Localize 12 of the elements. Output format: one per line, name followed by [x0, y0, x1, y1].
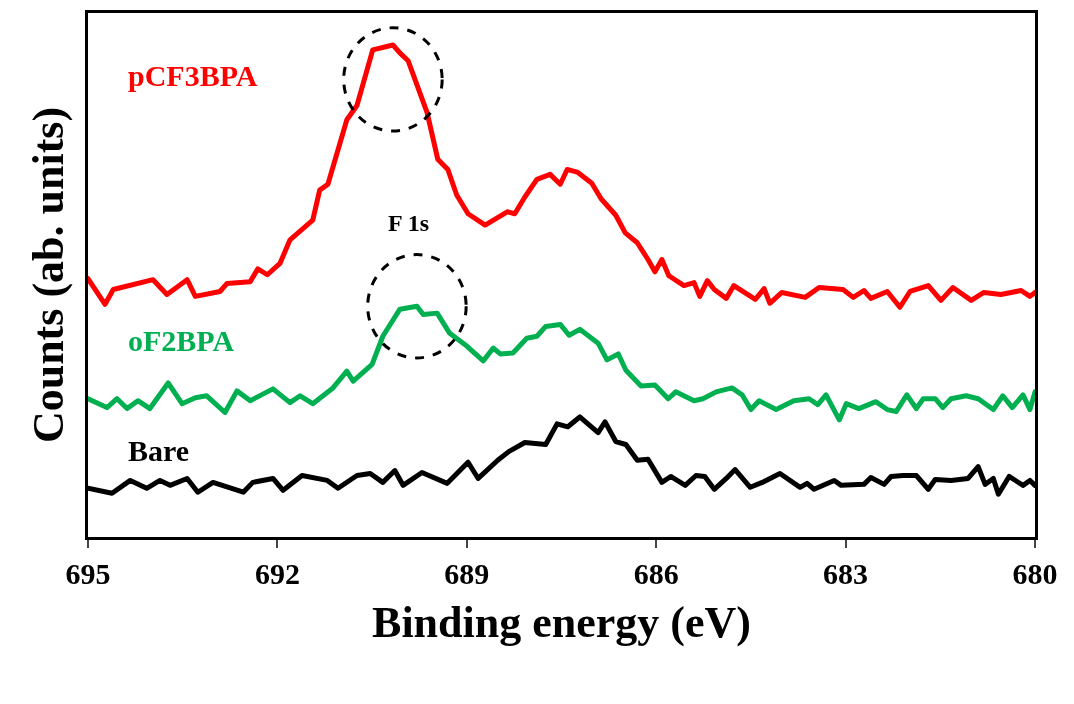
y-axis-title: Counts (ab. units) — [24, 106, 74, 444]
series-label: Bare — [128, 434, 190, 467]
x-tick-label: 695 — [65, 557, 111, 590]
x-tick-label: 683 — [823, 557, 869, 590]
x-axis-title: Binding energy (eV) — [372, 598, 751, 648]
annotation: F 1s — [388, 210, 430, 236]
x-tick-label: 692 — [254, 557, 300, 590]
x-tick-label: 689 — [444, 557, 490, 590]
x-tick-label: 680 — [1012, 557, 1058, 590]
series-label: oF2BPA — [128, 324, 235, 357]
text: pCF3BPA — [128, 59, 258, 92]
x-tick-label: 686 — [633, 557, 679, 590]
